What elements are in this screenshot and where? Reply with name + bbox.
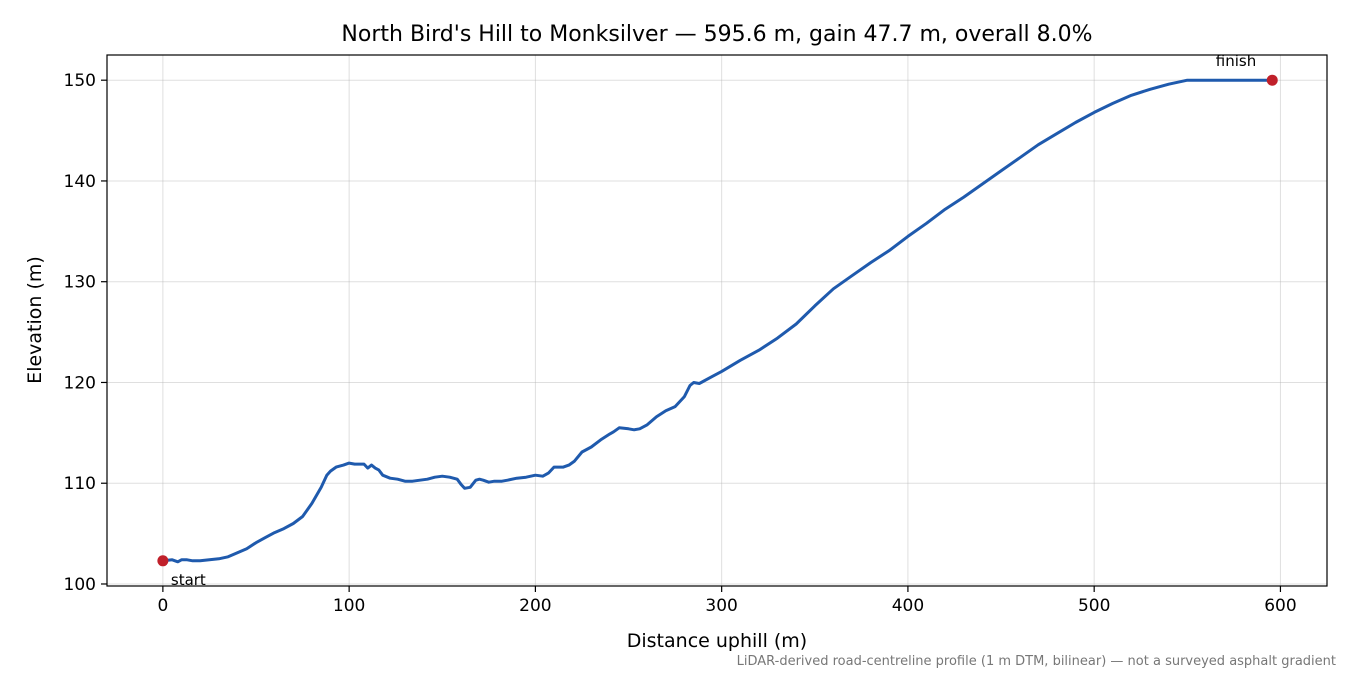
x-tick-label: 300 <box>705 596 737 616</box>
x-tick-label: 100 <box>333 596 365 616</box>
y-tick-label: 150 <box>64 71 96 91</box>
y-tick-label: 110 <box>64 474 96 494</box>
marker-layer: start finish <box>157 52 1278 589</box>
marker-label-start: start <box>171 571 206 589</box>
y-tick-label: 140 <box>64 172 96 192</box>
x-tick-label: 600 <box>1264 596 1296 616</box>
footnote: LiDAR-derived road-centreline profile (1… <box>737 654 1336 669</box>
plot-frame <box>106 54 1328 587</box>
y-tick-label: 120 <box>64 373 96 393</box>
tick-layer: 0 100 200 300 400 500 600 100 110 120 130 140 150 <box>64 71 1297 616</box>
elevation-line <box>161 78 1274 564</box>
y-tick-label: 100 <box>64 575 96 595</box>
x-tick-label: 400 <box>892 596 924 616</box>
y-tick-label: 130 <box>64 273 96 293</box>
x-tick-label: 200 <box>519 596 551 616</box>
marker-finish <box>1266 74 1278 86</box>
x-tick-label: 0 <box>157 596 168 616</box>
y-axis-label: Elevation (m) <box>24 256 46 384</box>
marker-start <box>157 555 169 567</box>
marker-label-finish: finish <box>1216 52 1256 70</box>
x-tick-label: 500 <box>1078 596 1110 616</box>
chart-title: North Bird's Hill to Monksilver — 595.6 … <box>341 22 1092 47</box>
grid-lines <box>107 55 1327 586</box>
x-axis-label: Distance uphill (m) <box>627 630 807 652</box>
series-layer <box>161 78 1274 564</box>
